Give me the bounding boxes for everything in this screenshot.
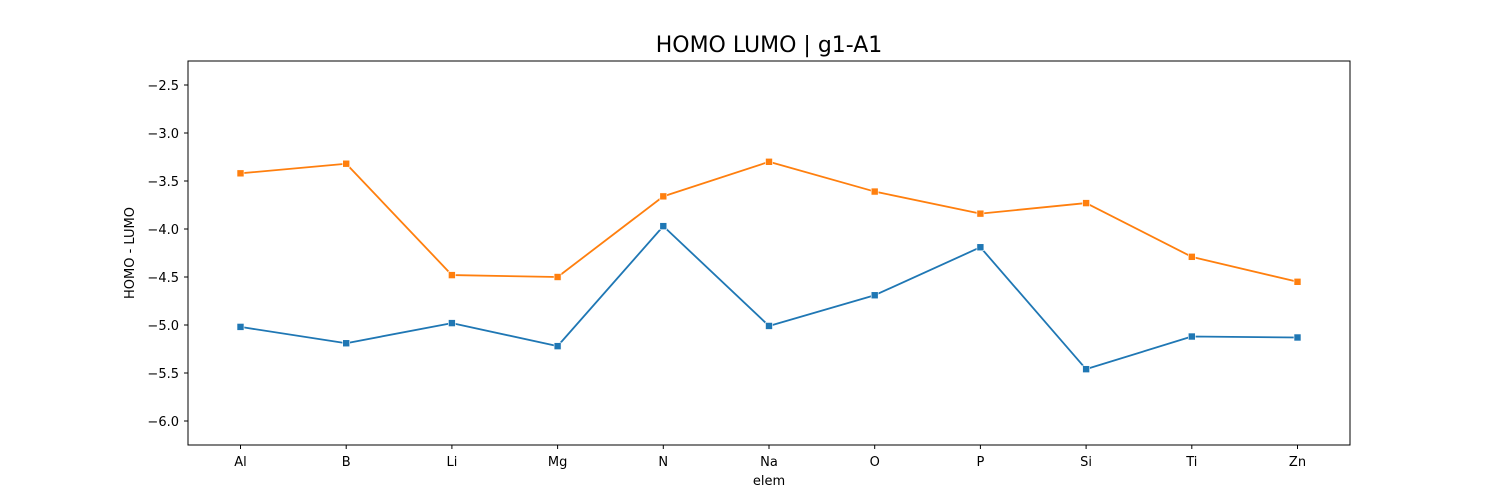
x-tick-label: O: [870, 455, 880, 470]
series-1-point: [1082, 365, 1090, 373]
y-tick-label: −4.5: [147, 271, 179, 286]
x-axis-label: elem: [753, 474, 785, 489]
series-1-line: [240, 225, 1298, 371]
x-tick-label: Mg: [548, 455, 567, 470]
y-tick-label: −6.0: [147, 415, 179, 430]
x-tick-label: B: [342, 455, 351, 470]
y-tick-label: −3.0: [147, 127, 179, 142]
x-tick-label: Ti: [1185, 455, 1197, 470]
series-2-point: [870, 187, 879, 196]
plot-area: −6.0 −5.5 −5.0 −4.5 −4.0 −3.5 −3.0 −2.5 Al B Li Mg N…: [147, 60, 1351, 470]
series-2-point: [976, 209, 985, 218]
series-1-point: [1293, 333, 1302, 342]
y-tick-label: −3.5: [147, 175, 179, 190]
plot-frame: [187, 60, 1351, 446]
x-tick-label: N: [658, 455, 668, 470]
series-1-point: [553, 342, 562, 350]
x-tick-label: Al: [234, 455, 247, 470]
series-2-point: [1188, 253, 1196, 261]
series-2-point: [553, 273, 562, 281]
x-tick-label: P: [976, 455, 984, 470]
series-1-point: [342, 339, 351, 348]
series-2-point: [765, 158, 773, 166]
x-tick-label: Na: [760, 455, 778, 470]
series-1-point: [659, 222, 668, 230]
chart-title: HOMO LUMO | g1-A1: [656, 33, 883, 58]
x-tick-label: Si: [1080, 455, 1092, 470]
series-2-point: [236, 169, 245, 178]
y-tick-label: −5.5: [147, 367, 179, 382]
series-1-point: [870, 291, 879, 300]
series-1-point: [1188, 332, 1196, 341]
x-tick-label: Li: [446, 455, 457, 470]
series-2-point: [659, 192, 668, 201]
y-tick-label: −5.0: [147, 319, 179, 334]
series-2-point: [1293, 277, 1302, 286]
y-axis-label: HOMO - LUMO: [123, 207, 138, 299]
series-1-point: [448, 319, 456, 327]
series-1-point: [976, 243, 985, 252]
series-2-point: [448, 271, 456, 279]
series-1-point: [765, 322, 773, 330]
y-tick-label: −4.0: [147, 223, 179, 238]
series-2-line: [240, 160, 1298, 283]
series-2-point: [342, 159, 351, 168]
y-tick-label: −2.5: [147, 79, 179, 94]
x-tick-label: Zn: [1289, 455, 1306, 470]
series-1-point: [236, 323, 245, 331]
series-2-point: [1082, 199, 1090, 207]
